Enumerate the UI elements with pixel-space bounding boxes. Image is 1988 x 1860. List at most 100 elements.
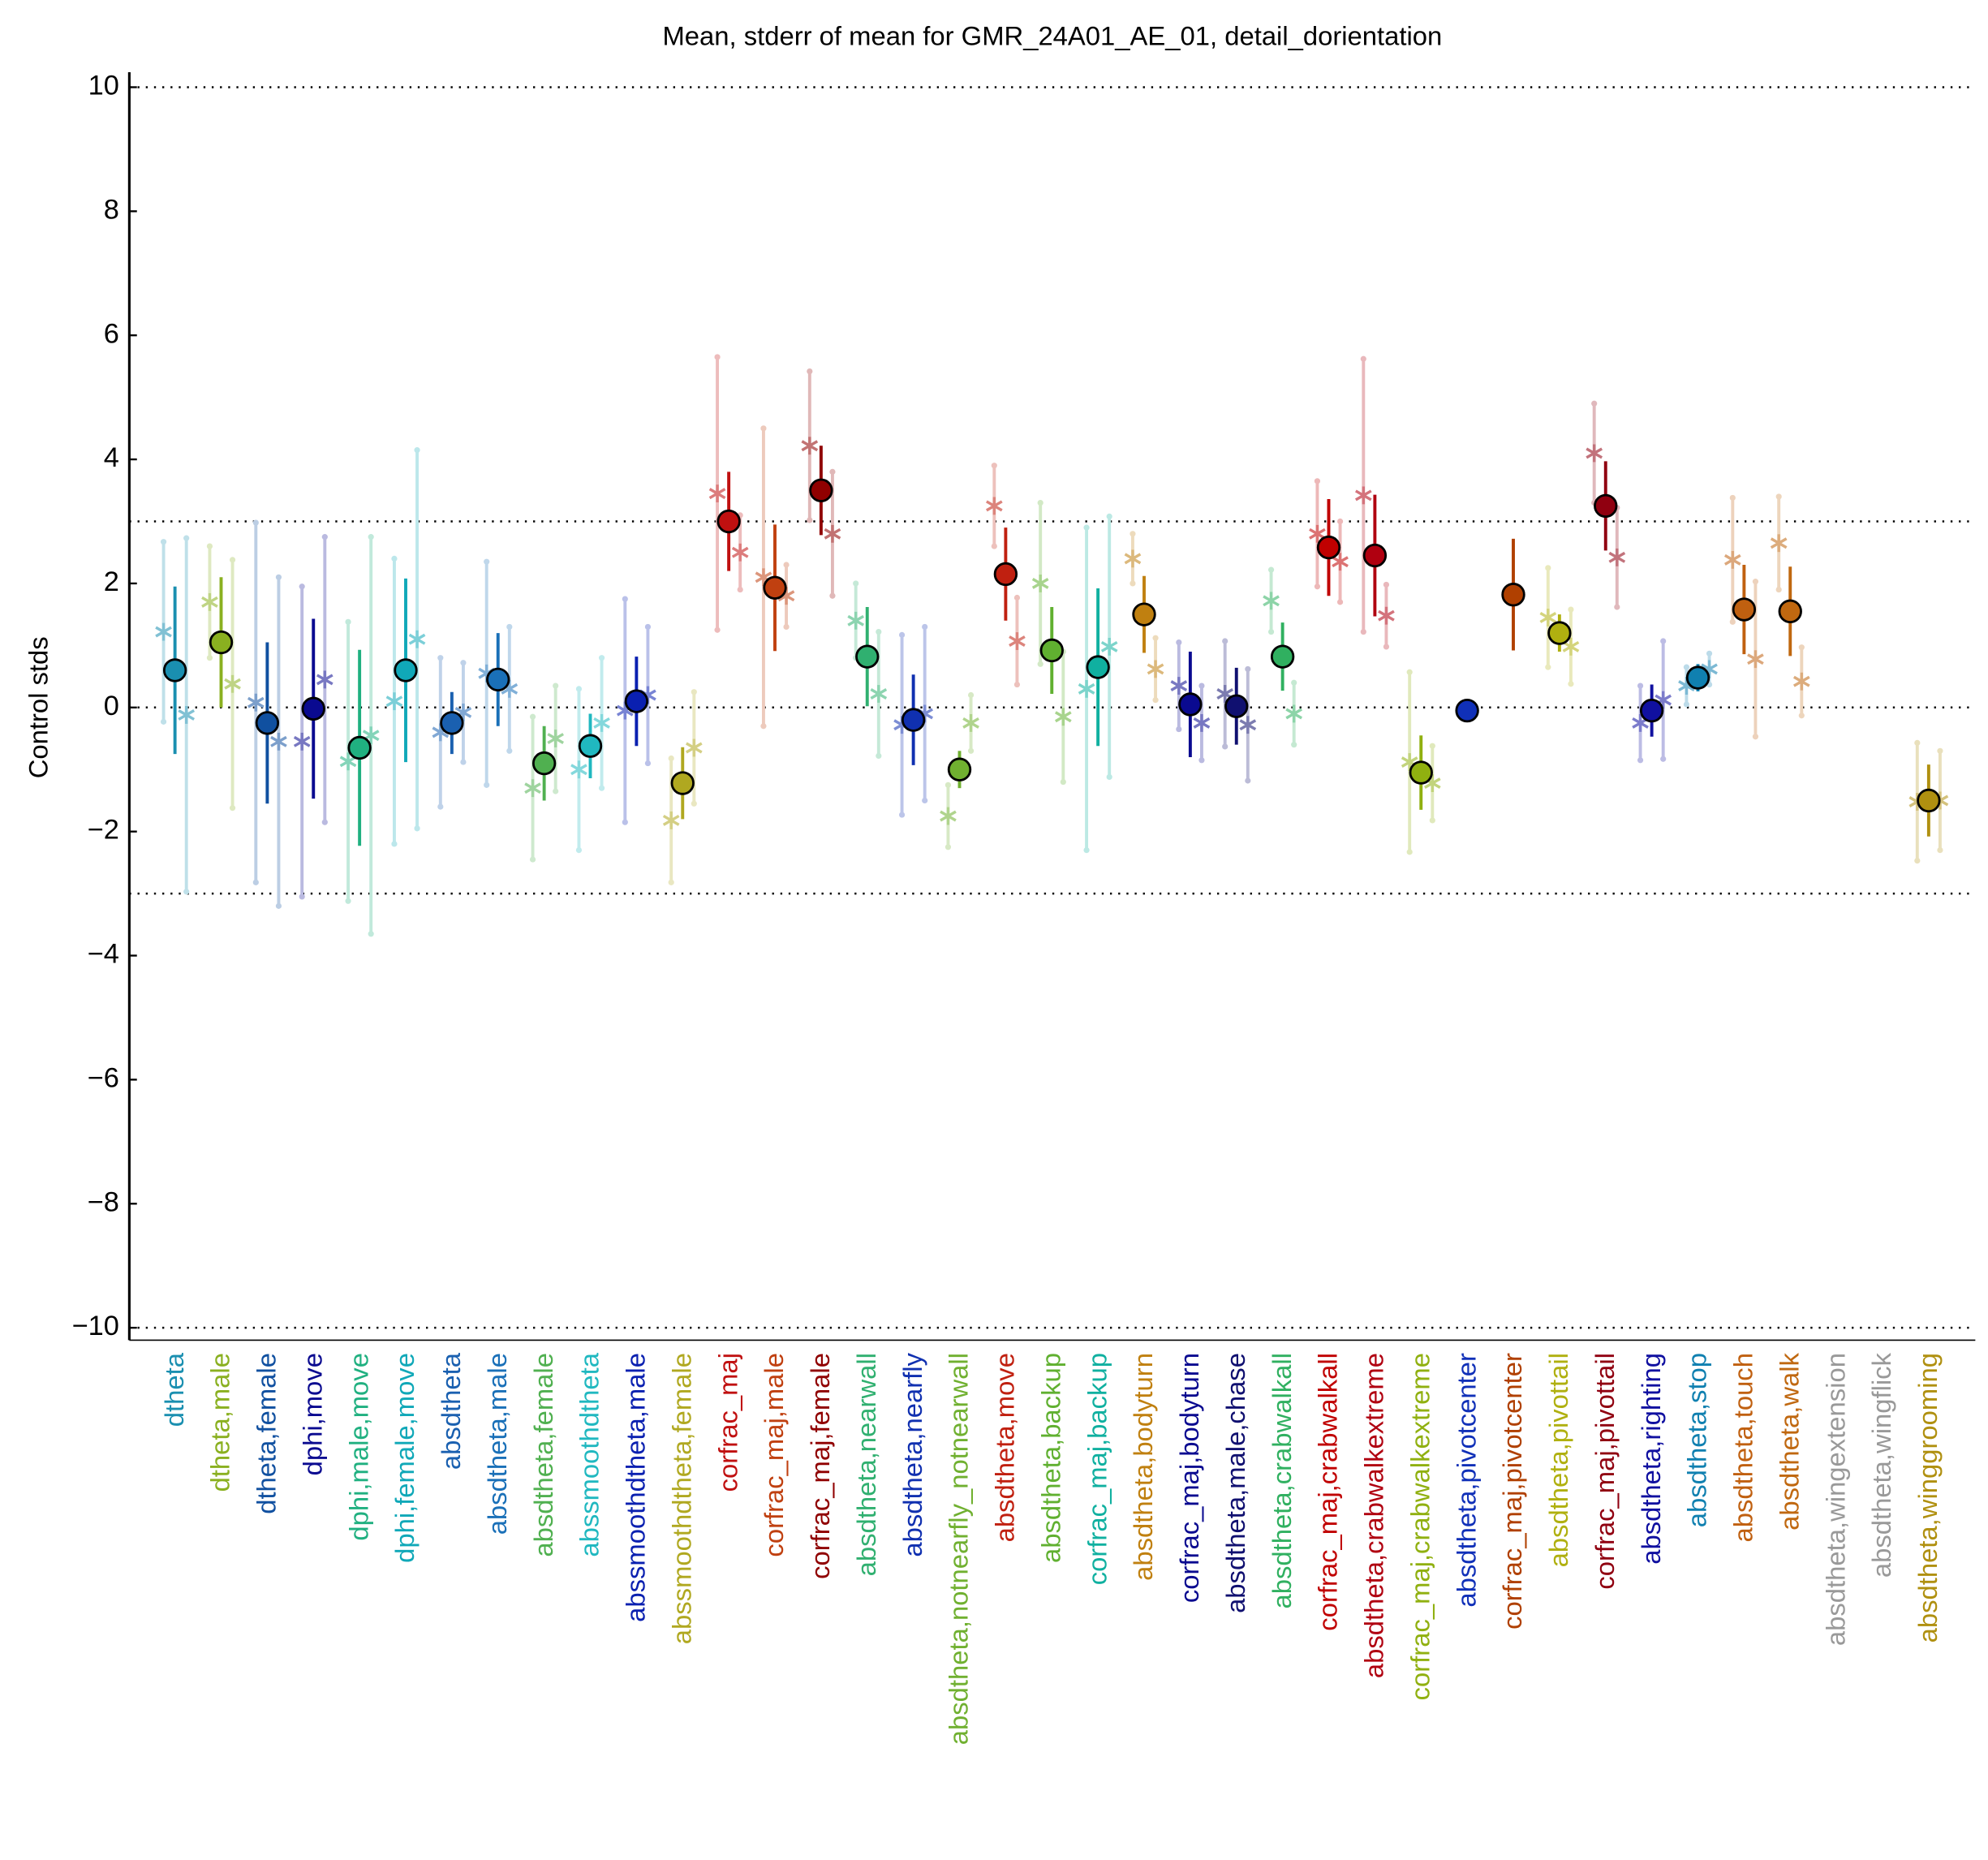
star-stroke bbox=[985, 500, 1003, 512]
star-stroke bbox=[708, 488, 726, 500]
star-marker bbox=[385, 692, 403, 711]
mean-marker bbox=[1732, 597, 1757, 622]
side-error-cap bbox=[1060, 778, 1066, 786]
star-marker bbox=[731, 543, 749, 562]
star-marker bbox=[1608, 548, 1626, 566]
mean-marker bbox=[1594, 493, 1618, 519]
star-stroke bbox=[316, 674, 333, 686]
star-marker bbox=[847, 611, 865, 630]
side-error-cap bbox=[275, 574, 282, 580]
x-tick-label: corfrac_maj,crabwalkextreme bbox=[1405, 1353, 1435, 1700]
mean-marker bbox=[1547, 621, 1572, 645]
side-error-cap bbox=[1152, 635, 1159, 641]
side-error-cap bbox=[1914, 739, 1921, 746]
side-error-cap bbox=[183, 535, 190, 541]
mean-marker bbox=[1685, 665, 1710, 690]
star-stroke bbox=[1078, 682, 1095, 695]
side-error-cap bbox=[691, 800, 697, 807]
x-tick-label: absdtheta,crabwalkall bbox=[1267, 1353, 1297, 1608]
star-marker bbox=[1354, 486, 1372, 505]
star-marker bbox=[1100, 637, 1118, 656]
x-tick-label: absdtheta,walk bbox=[1774, 1352, 1804, 1530]
side-error-cap bbox=[760, 425, 767, 432]
side-error-cap bbox=[876, 752, 882, 760]
star-stroke bbox=[940, 810, 957, 822]
star-marker bbox=[1054, 708, 1072, 726]
side-error-cap bbox=[691, 689, 697, 695]
star-stroke bbox=[962, 717, 979, 729]
star-stroke bbox=[1124, 553, 1142, 565]
side-error-cap bbox=[1130, 580, 1136, 587]
side-error-cap bbox=[1360, 355, 1366, 362]
x-tick-label: absdtheta,pivottail bbox=[1543, 1353, 1573, 1567]
side-error-cap bbox=[575, 847, 583, 854]
side-error-cap bbox=[1429, 817, 1435, 824]
side-error-cap bbox=[252, 879, 259, 885]
star-marker bbox=[1147, 660, 1164, 678]
x-tick-label: abssmoothdtheta,male bbox=[621, 1353, 651, 1622]
star-stroke bbox=[1009, 635, 1026, 647]
side-error-cap bbox=[668, 755, 674, 762]
side-error-cap bbox=[1106, 773, 1112, 781]
mean-marker bbox=[1270, 644, 1295, 669]
mean-marker bbox=[1132, 602, 1156, 626]
star-marker bbox=[247, 693, 265, 712]
star-marker bbox=[1562, 637, 1580, 656]
mean-marker bbox=[716, 509, 741, 534]
mean-marker bbox=[763, 575, 787, 600]
mean-marker bbox=[1778, 599, 1802, 624]
star-stroke bbox=[178, 709, 196, 721]
side-error-cap bbox=[1176, 725, 1182, 733]
star-stroke bbox=[1792, 675, 1810, 687]
side-error-cap bbox=[644, 760, 652, 767]
star-stroke bbox=[1332, 556, 1349, 568]
side-error-cap bbox=[1083, 524, 1090, 531]
star-marker bbox=[1747, 650, 1764, 669]
side-error-cap bbox=[460, 660, 467, 666]
star-stroke bbox=[201, 596, 218, 608]
side-error-cap bbox=[1198, 682, 1205, 689]
side-error-cap bbox=[1683, 664, 1690, 670]
star-marker bbox=[940, 807, 957, 825]
star-stroke bbox=[1309, 527, 1326, 540]
star-stroke bbox=[501, 682, 519, 695]
y-tick-label: 2 bbox=[104, 566, 119, 597]
side-error-cap bbox=[229, 805, 236, 812]
side-error-cap bbox=[622, 819, 628, 825]
y-tick-label: 0 bbox=[104, 691, 119, 721]
side-error-cap bbox=[1198, 757, 1205, 764]
side-error-cap bbox=[1013, 594, 1021, 601]
star-marker bbox=[270, 732, 287, 751]
side-error-cap bbox=[299, 893, 305, 900]
side-error-cap bbox=[368, 931, 374, 937]
star-marker bbox=[1285, 704, 1303, 723]
star-marker bbox=[201, 592, 218, 611]
side-error-cap bbox=[345, 898, 351, 904]
star-stroke bbox=[339, 756, 357, 768]
x-tick-label: abssmoothdtheta bbox=[574, 1352, 605, 1556]
side-error-cap bbox=[553, 682, 559, 689]
star-stroke bbox=[293, 735, 311, 747]
mean-marker bbox=[1178, 692, 1203, 717]
star-marker bbox=[1031, 574, 1049, 592]
side-error-cap bbox=[898, 812, 906, 818]
side-error-cap bbox=[345, 618, 351, 625]
side-error-cap bbox=[1637, 682, 1644, 689]
side-error-cap bbox=[714, 354, 721, 360]
star-stroke bbox=[1170, 680, 1188, 692]
side-error-cap bbox=[967, 747, 975, 754]
star-marker bbox=[870, 685, 888, 703]
x-tick-label: absdtheta,touch bbox=[1728, 1353, 1758, 1542]
side-error-cap bbox=[1222, 743, 1229, 750]
side-error-cap bbox=[506, 623, 513, 631]
side-error-cap bbox=[1706, 650, 1713, 657]
star-stroke bbox=[1770, 537, 1788, 549]
y-tick-label: 6 bbox=[104, 318, 119, 349]
y-tick-label: −4 bbox=[88, 939, 119, 970]
mean-marker bbox=[578, 734, 603, 758]
x-tick-label: absdtheta,nearwall bbox=[851, 1353, 881, 1576]
side-error-cap bbox=[391, 841, 398, 847]
star-stroke bbox=[1147, 663, 1164, 675]
star-stroke bbox=[547, 733, 565, 744]
